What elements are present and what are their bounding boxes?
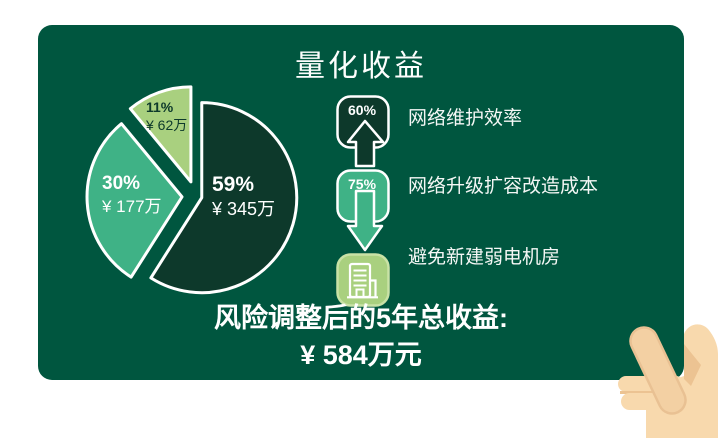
summary-line-2: ¥ 584万元 (300, 340, 422, 370)
arrow-up-icon (336, 95, 390, 168)
pie-slice-11 (128, 85, 193, 184)
pie-label-11: 11% ¥ 62万 (146, 99, 187, 133)
index-finger-shade (684, 344, 701, 386)
pie-slice-30 (85, 122, 184, 279)
pie-slices (85, 85, 299, 295)
benefit-label: 避免新建弱电机房 (408, 247, 561, 268)
pie-value: ¥ 177万 (102, 196, 162, 216)
page-title: 量化收益 (295, 50, 427, 83)
benefit-badge: 75% (348, 176, 377, 192)
benefit-label: 网络维护效率 (408, 108, 523, 129)
up-arrow-glyph (346, 119, 385, 168)
pie-percent: 30% (102, 173, 141, 194)
pie-value: ¥ 62万 (146, 117, 188, 134)
pie-label-30: 30% ¥ 177万 (102, 173, 162, 216)
pie-value: ¥ 345万 (212, 199, 276, 220)
benefit-label: 网络升级扩容改造成本 (408, 176, 599, 197)
pie-label-59: 59% ¥ 345万 (212, 173, 275, 220)
down-arrow-glyph (346, 189, 384, 252)
thumb (629, 326, 687, 415)
pie-percent: 11% (146, 99, 174, 115)
pie-percent: 59% (212, 173, 255, 196)
pie-slice-59 (149, 101, 299, 295)
pie-chart (85, 85, 299, 295)
building-glyph (347, 262, 378, 299)
finger-crease (620, 391, 682, 394)
arrow-down-icon (336, 169, 390, 252)
hand-illustration (618, 324, 718, 438)
benefit-badge: 60% (348, 102, 377, 118)
building-icon (336, 253, 390, 307)
summary-line-1: 风险调整后的5年总收益: (213, 303, 508, 333)
